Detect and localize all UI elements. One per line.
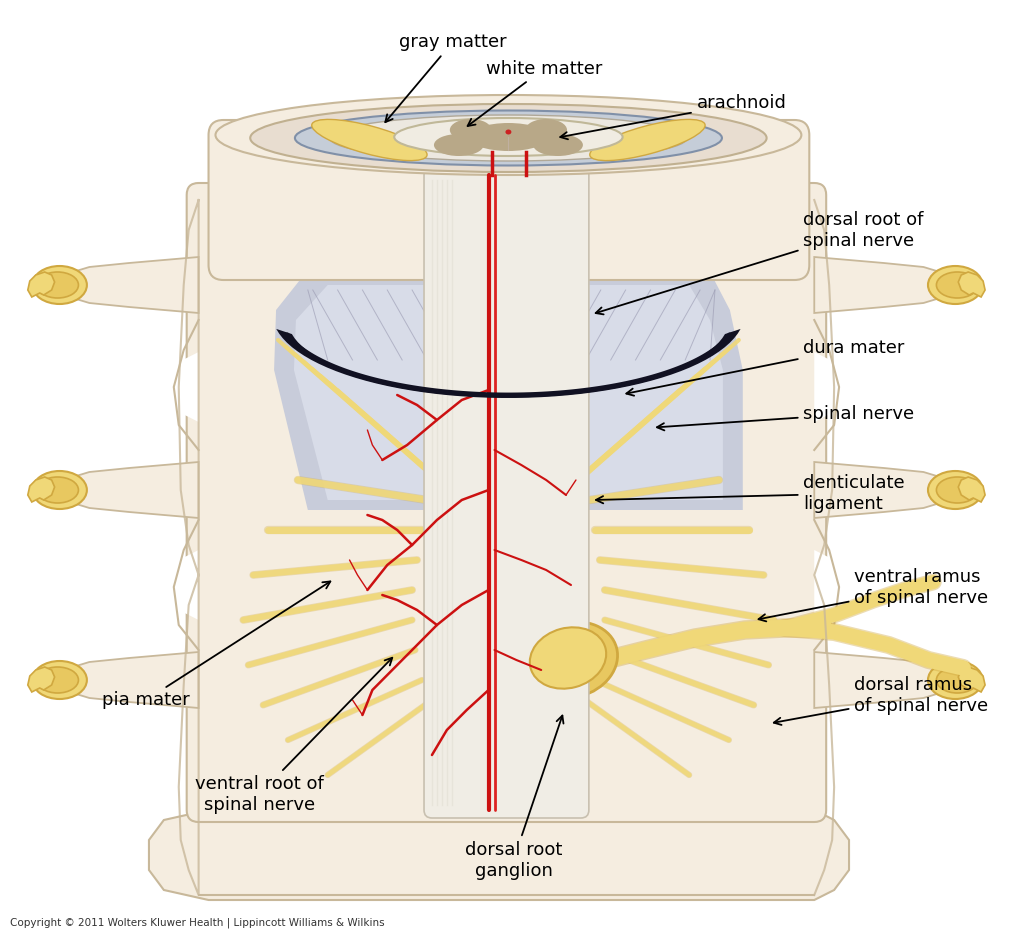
- Ellipse shape: [928, 471, 983, 509]
- Ellipse shape: [494, 127, 523, 147]
- Text: white matter: white matter: [468, 59, 602, 126]
- Polygon shape: [154, 550, 199, 620]
- Ellipse shape: [506, 130, 511, 134]
- Text: dorsal ramus
of spinal nerve: dorsal ramus of spinal nerve: [774, 676, 988, 725]
- Polygon shape: [814, 462, 943, 518]
- Polygon shape: [28, 667, 54, 692]
- Polygon shape: [276, 329, 740, 398]
- Text: Copyright © 2011 Wolters Kluwer Health | Lippincott Williams & Wilkins: Copyright © 2011 Wolters Kluwer Health |…: [10, 917, 385, 928]
- Polygon shape: [70, 257, 199, 313]
- Polygon shape: [814, 652, 943, 708]
- Ellipse shape: [220, 111, 797, 275]
- Polygon shape: [958, 272, 985, 297]
- Text: gray matter: gray matter: [385, 33, 506, 122]
- Text: dura mater: dura mater: [627, 338, 904, 396]
- Polygon shape: [294, 285, 723, 500]
- Ellipse shape: [215, 95, 802, 175]
- Ellipse shape: [936, 272, 978, 298]
- Polygon shape: [814, 352, 859, 422]
- FancyBboxPatch shape: [424, 167, 589, 818]
- Ellipse shape: [37, 272, 79, 298]
- Polygon shape: [28, 477, 54, 502]
- Ellipse shape: [529, 627, 606, 689]
- Ellipse shape: [37, 667, 79, 693]
- Polygon shape: [148, 810, 849, 900]
- Ellipse shape: [295, 111, 722, 165]
- Ellipse shape: [434, 134, 483, 156]
- Ellipse shape: [469, 123, 548, 151]
- Text: spinal nerve: spinal nerve: [657, 404, 914, 431]
- Ellipse shape: [311, 119, 427, 161]
- Ellipse shape: [590, 119, 706, 161]
- Polygon shape: [814, 550, 859, 620]
- Ellipse shape: [33, 471, 87, 509]
- Text: arachnoid: arachnoid: [560, 94, 786, 139]
- Polygon shape: [28, 272, 54, 297]
- Ellipse shape: [33, 661, 87, 699]
- Ellipse shape: [450, 119, 492, 141]
- Text: dorsal root of
spinal nerve: dorsal root of spinal nerve: [596, 211, 924, 314]
- FancyBboxPatch shape: [186, 183, 826, 822]
- Text: pia mater: pia mater: [101, 582, 331, 710]
- Polygon shape: [814, 257, 943, 313]
- Ellipse shape: [37, 477, 79, 503]
- Ellipse shape: [33, 266, 87, 304]
- Polygon shape: [274, 270, 742, 510]
- Text: ventral ramus
of spinal nerve: ventral ramus of spinal nerve: [759, 568, 988, 621]
- Ellipse shape: [928, 266, 983, 304]
- Ellipse shape: [928, 661, 983, 699]
- Polygon shape: [70, 462, 199, 518]
- FancyBboxPatch shape: [209, 120, 809, 280]
- Ellipse shape: [936, 667, 978, 693]
- Ellipse shape: [394, 118, 623, 156]
- Polygon shape: [154, 352, 199, 422]
- Ellipse shape: [250, 104, 767, 172]
- Polygon shape: [70, 652, 199, 708]
- Text: denticulate
ligament: denticulate ligament: [596, 474, 905, 513]
- Ellipse shape: [936, 477, 978, 503]
- Ellipse shape: [525, 119, 567, 141]
- Text: dorsal root
ganglion: dorsal root ganglion: [465, 715, 563, 880]
- Ellipse shape: [534, 134, 583, 156]
- Polygon shape: [958, 477, 985, 502]
- Polygon shape: [958, 667, 985, 692]
- Ellipse shape: [524, 621, 617, 698]
- Text: ventral root of
spinal nerve: ventral root of spinal nerve: [195, 658, 392, 814]
- Ellipse shape: [330, 115, 687, 161]
- Polygon shape: [209, 200, 814, 810]
